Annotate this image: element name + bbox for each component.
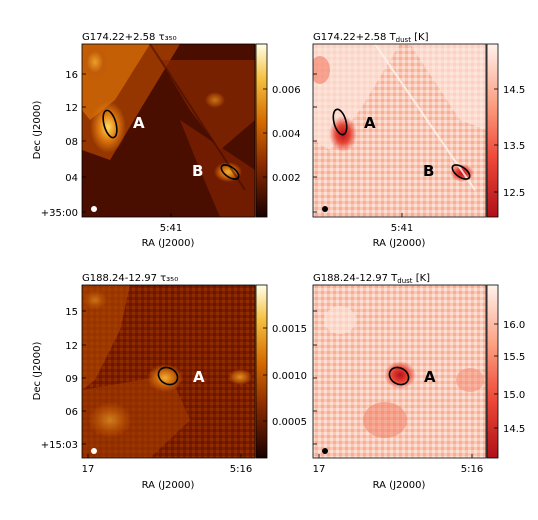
ytick: 06 <box>65 407 78 418</box>
colorbar-tick: 0.0010 <box>272 371 307 382</box>
source-ellipse-a <box>332 108 348 136</box>
colorbar-tick: 0.0005 <box>272 417 307 428</box>
source-ellipse-b <box>451 164 471 180</box>
x-axis-label: RA (J2000) <box>142 238 195 249</box>
source-label-a: A <box>364 114 376 132</box>
colorbar <box>486 284 499 459</box>
colorbar-tick: 14.5 <box>503 424 525 435</box>
beam-marker <box>91 448 97 454</box>
y-axis-label: Dec (J2000) <box>32 342 43 401</box>
tdust-map-image <box>313 285 486 458</box>
x-axis-label: RA (J2000) <box>373 480 426 491</box>
panel-title: G174.22+2.58 τ₃₅₀ <box>82 32 177 43</box>
source-ellipse-a <box>157 366 179 386</box>
colorbar-tick: 12.5 <box>503 188 525 199</box>
colorbar-tick: 0.004 <box>272 129 301 140</box>
colorbar-tick: 15.5 <box>503 352 525 363</box>
colorbar-tick: 15.0 <box>503 390 525 401</box>
source-label-a: A <box>193 368 205 386</box>
ytick: 04 <box>65 173 78 184</box>
xtick: 17 <box>313 464 326 475</box>
source-label-a: A <box>424 368 436 386</box>
panel-title: G188.24-12.97 Tdust [K] <box>313 273 430 285</box>
panel-g188-tau: G188.24-12.97 τ₃₅₀ A 15 12 09 06 +15:03 … <box>32 273 307 491</box>
source-ellipse-a <box>388 366 410 386</box>
panel-g174-tdust: G174.22+2.58 Tdust [K] A B 5:41 RA (J200… <box>312 32 525 249</box>
colorbar-tick: 0.002 <box>272 173 301 184</box>
colorbar <box>255 284 268 459</box>
panel-title: G188.24-12.97 τ₃₅₀ <box>82 273 178 284</box>
x-axis-label: RA (J2000) <box>373 238 426 249</box>
ytick: 09 <box>65 374 78 385</box>
xtick: 5:41 <box>160 223 182 234</box>
source-label-b: B <box>192 162 203 180</box>
ytick: 15 <box>65 307 78 318</box>
xtick: 5:16 <box>230 464 252 475</box>
ytick: +35:00 <box>41 208 78 219</box>
beam-marker <box>322 206 328 212</box>
xtick: 5:41 <box>391 223 413 234</box>
colorbar-tick: 14.5 <box>503 85 525 96</box>
ytick: 16 <box>65 70 78 81</box>
source-label-b: B <box>423 162 434 180</box>
colorbar <box>255 43 268 218</box>
source-label-a: A <box>133 114 145 132</box>
panel-title: G174.22+2.58 Tdust [K] <box>313 32 429 44</box>
panel-g188-tdust: G188.24-12.97 Tdust [K] A 17 5:16 RA (J2… <box>312 273 525 491</box>
y-axis-label: Dec (J2000) <box>32 101 43 160</box>
colorbar-tick: 16.0 <box>503 320 525 331</box>
tau-map-image <box>82 44 255 217</box>
tau-map-image <box>82 285 255 458</box>
ytick: +15:03 <box>41 440 78 451</box>
beam-marker <box>91 206 97 212</box>
colorbar <box>486 43 499 218</box>
ytick: 08 <box>65 137 78 148</box>
x-axis-label: RA (J2000) <box>142 480 195 491</box>
ytick: 12 <box>65 103 78 114</box>
xtick: 17 <box>82 464 95 475</box>
beam-marker <box>322 448 328 454</box>
colorbar-tick: 13.5 <box>503 141 525 152</box>
xtick: 5:16 <box>461 464 483 475</box>
panel-g174-tau: G174.22+2.58 τ₃₅₀ A B 16 12 08 04 <box>32 32 301 249</box>
colorbar-tick: 0.0015 <box>272 324 307 335</box>
ytick: 12 <box>65 341 78 352</box>
colorbar-tick: 0.006 <box>272 85 301 96</box>
source-ellipse-a <box>102 109 118 139</box>
source-ellipse-b <box>220 164 240 180</box>
